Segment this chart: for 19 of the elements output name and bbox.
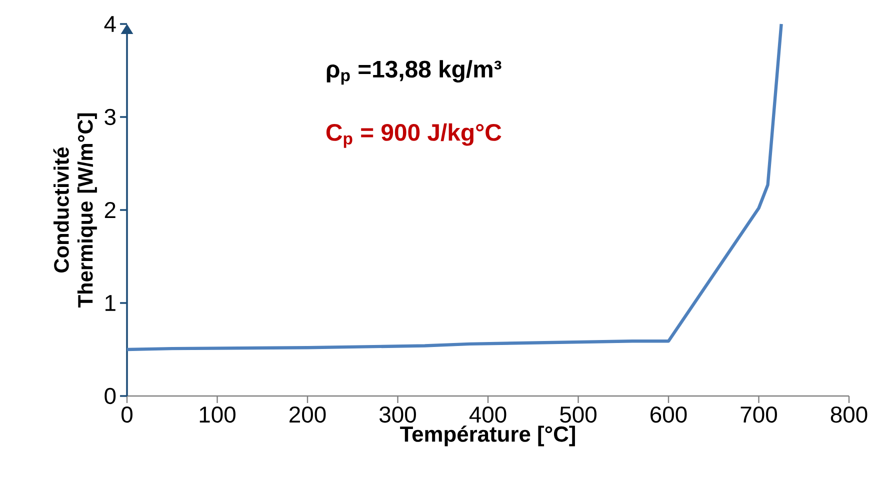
y-tick-label: 2 — [104, 202, 116, 218]
x-tick-label: 700 — [740, 406, 777, 423]
y-tick-label: 4 — [104, 16, 116, 32]
annotation: ρ$_{p}$ =13,88 kg/m³ — [326, 60, 502, 85]
x-tick-label: 200 — [290, 406, 326, 423]
x-tick-label: 0 — [122, 406, 132, 423]
x-tick-label: 100 — [200, 406, 236, 423]
annotation: C$_{p}$ = 900 J/kg°C — [326, 123, 502, 148]
x-tick-label: 600 — [650, 406, 687, 423]
x-tick-label: 500 — [560, 406, 596, 423]
x-tick-label: 800 — [830, 406, 868, 423]
y-tick-label: 1 — [106, 295, 116, 311]
line-series — [125, 22, 783, 352]
y-axis-title: Conductivité Thermique [W/m°C] — [53, 113, 97, 308]
x-tick-label: 300 — [380, 406, 416, 423]
x-tick-label: 400 — [469, 406, 506, 423]
y-tick-label: 3 — [104, 108, 116, 126]
y-tick-label: 0 — [104, 388, 116, 404]
x-axis-title: Température [°C] — [400, 426, 575, 446]
